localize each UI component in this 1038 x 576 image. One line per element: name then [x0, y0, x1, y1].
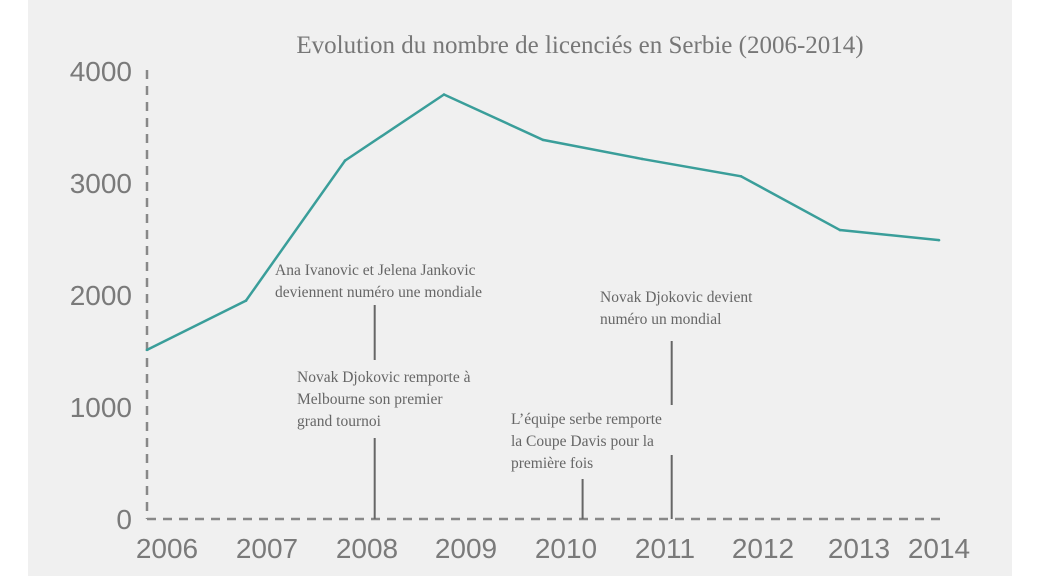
- data-point: [838, 228, 842, 232]
- annotation-text: Ana Ivanovic et Jelena Jankovic: [275, 262, 476, 279]
- annotation-text: Novak Djokovic remporte à: [297, 369, 471, 386]
- y-tick-label: 1000: [70, 392, 132, 423]
- annotation-text: grand tournoi: [297, 413, 382, 430]
- annotation: Ana Ivanovic et Jelena Jankovic deviennen…: [275, 262, 482, 360]
- x-tick-label: 2011: [635, 533, 695, 564]
- data-point: [145, 348, 149, 352]
- series-line: [146, 93, 940, 351]
- annotation-text: numéro un mondial: [600, 311, 721, 328]
- y-tick-label: 0: [116, 504, 132, 535]
- chart-title: Evolution du nombre de licenciés en Serb…: [296, 32, 863, 59]
- annotation-text: première fois: [511, 455, 593, 472]
- data-point: [937, 238, 941, 242]
- annotation-text: la Coupe Davis pour la: [511, 433, 654, 450]
- data-point: [244, 299, 248, 302]
- annotation-text: Melbourne son premier: [297, 391, 443, 408]
- x-tick-label: 2012: [732, 533, 794, 564]
- data-point: [640, 157, 644, 161]
- x-tick-label: 2007: [236, 533, 298, 564]
- y-tick-label: 2000: [70, 280, 132, 311]
- x-tick-label: 2014: [908, 533, 970, 564]
- annotation-text: deviennent numéro une mondiale: [275, 284, 482, 301]
- data-point: [442, 93, 446, 96]
- x-tick-label: 2008: [336, 533, 398, 564]
- y-tick-label: 4000: [70, 56, 132, 87]
- data-point: [343, 159, 347, 162]
- y-tick-label: 3000: [70, 168, 132, 199]
- annotation-text: L’équipe serbe remporte: [511, 411, 662, 428]
- x-tick-label: 2009: [435, 533, 497, 564]
- chart-background: [28, 0, 1012, 576]
- x-tick-label: 2006: [136, 533, 198, 564]
- x-tick-label: 2013: [828, 533, 890, 564]
- data-point: [739, 174, 743, 178]
- annotation: Novak Djokovic devient numéro un mondial: [600, 289, 753, 519]
- data-point: [541, 138, 545, 142]
- annotation: L’équipe serbe remporte la Coupe Davis po…: [511, 411, 662, 519]
- annotation: Novak Djokovic remporte à Melbourne son p…: [297, 369, 471, 519]
- annotation-text: Novak Djokovic devient: [600, 289, 753, 306]
- x-tick-label: 2010: [535, 533, 597, 564]
